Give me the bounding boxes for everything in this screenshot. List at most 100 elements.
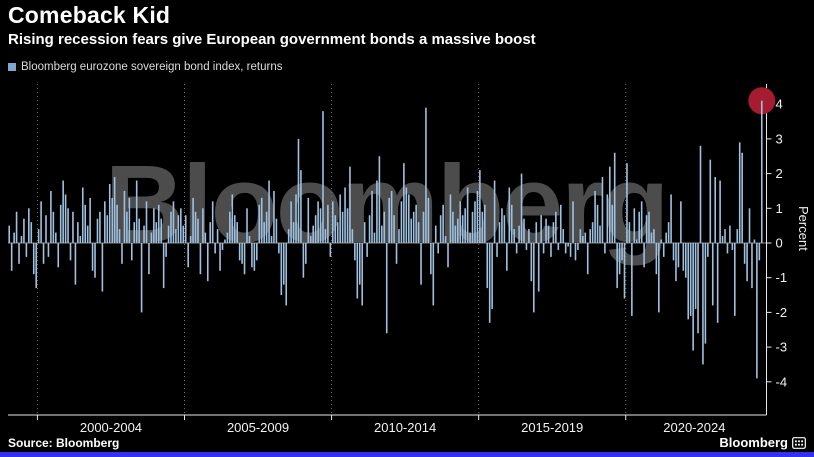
bar (130, 243, 133, 261)
bar (302, 243, 305, 278)
bar (113, 177, 116, 243)
bar (329, 243, 332, 257)
bar (618, 243, 621, 275)
bar (665, 232, 667, 243)
bar (263, 222, 265, 243)
bar (596, 204, 599, 243)
bar (483, 204, 486, 243)
bar (268, 180, 270, 243)
bar (746, 243, 748, 282)
bar (493, 180, 496, 243)
bar (454, 225, 457, 243)
bar (623, 243, 626, 299)
bar (422, 211, 425, 243)
bar (317, 201, 319, 243)
bar (410, 218, 413, 243)
bar (520, 173, 523, 243)
bar (99, 211, 101, 243)
y-tick-label: -3 (776, 340, 788, 355)
bar (726, 243, 729, 254)
bar (86, 225, 89, 243)
bar (287, 229, 290, 243)
bar (608, 166, 611, 243)
bar (589, 229, 591, 243)
bar (452, 211, 454, 243)
bar (572, 201, 574, 243)
bar (729, 225, 731, 243)
bar (653, 229, 655, 243)
bar (67, 208, 69, 243)
bar (407, 194, 410, 243)
bar (645, 215, 648, 243)
bar (667, 222, 670, 243)
bar (513, 229, 515, 243)
bar (356, 243, 359, 299)
bar (613, 152, 616, 243)
bar (297, 138, 300, 243)
bar (101, 243, 104, 292)
bar (324, 229, 327, 243)
x-axis-label: 2000-2004 (80, 420, 142, 435)
bar (675, 243, 677, 282)
bar (381, 225, 383, 243)
bar (447, 243, 449, 268)
bar (658, 243, 660, 313)
bar (253, 243, 256, 271)
bar (753, 239, 756, 243)
bar (515, 243, 518, 254)
bar (599, 225, 601, 243)
bloomberg-terminal-icon (792, 436, 806, 449)
bar (106, 215, 109, 243)
bar (702, 243, 704, 365)
bar (157, 204, 160, 243)
bar (748, 208, 751, 243)
bar (682, 243, 685, 271)
bar (481, 211, 484, 243)
bar (182, 225, 185, 243)
bar (569, 243, 572, 257)
bar (79, 236, 82, 243)
bar (8, 225, 11, 243)
bar (363, 222, 366, 243)
bar (707, 243, 709, 257)
bar (496, 243, 498, 257)
bar (150, 232, 153, 243)
bar (81, 187, 84, 243)
bar (366, 243, 368, 257)
bar (466, 187, 469, 243)
bar (758, 243, 761, 261)
bar (162, 243, 165, 289)
bar (655, 243, 658, 275)
bar (62, 180, 64, 243)
bar (172, 201, 175, 243)
bar (591, 222, 594, 243)
bar (506, 243, 508, 271)
bar (319, 208, 322, 243)
bar (461, 215, 464, 243)
bar (464, 208, 466, 243)
bar (621, 243, 623, 261)
bar (199, 243, 202, 275)
bar (434, 225, 437, 243)
bar (535, 222, 538, 243)
bar (594, 190, 596, 243)
bar (32, 243, 35, 275)
bar (751, 243, 753, 289)
bar (138, 218, 140, 243)
bar (559, 204, 562, 243)
bar (35, 243, 37, 289)
bar (50, 190, 52, 243)
bar (145, 201, 148, 243)
bar (523, 218, 525, 243)
bar (672, 243, 675, 261)
bar (648, 211, 650, 243)
legend-swatch-icon (8, 63, 16, 71)
bottom-blue-strip (0, 452, 814, 457)
bar (265, 211, 268, 243)
bar (133, 222, 136, 243)
bar (84, 204, 87, 243)
bar (574, 243, 577, 261)
bar (550, 243, 552, 257)
bar (439, 215, 442, 243)
bar (552, 222, 555, 243)
